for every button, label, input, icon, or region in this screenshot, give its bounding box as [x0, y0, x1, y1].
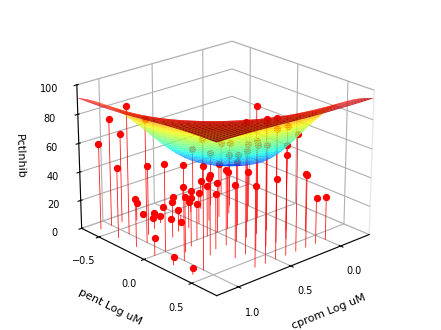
X-axis label: cprom Log uM: cprom Log uM [290, 293, 367, 330]
Y-axis label: pent Log uM: pent Log uM [77, 287, 143, 326]
